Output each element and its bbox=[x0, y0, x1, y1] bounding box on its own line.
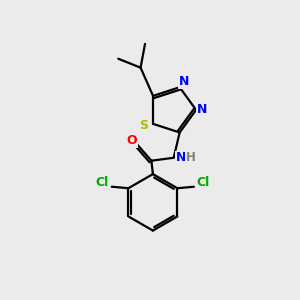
Text: N: N bbox=[197, 103, 207, 116]
Text: N: N bbox=[179, 75, 189, 88]
Text: O: O bbox=[127, 134, 137, 147]
Text: N: N bbox=[176, 151, 186, 164]
Text: H: H bbox=[186, 151, 196, 164]
Text: Cl: Cl bbox=[96, 176, 109, 189]
Text: S: S bbox=[139, 119, 148, 132]
Text: Cl: Cl bbox=[197, 176, 210, 189]
